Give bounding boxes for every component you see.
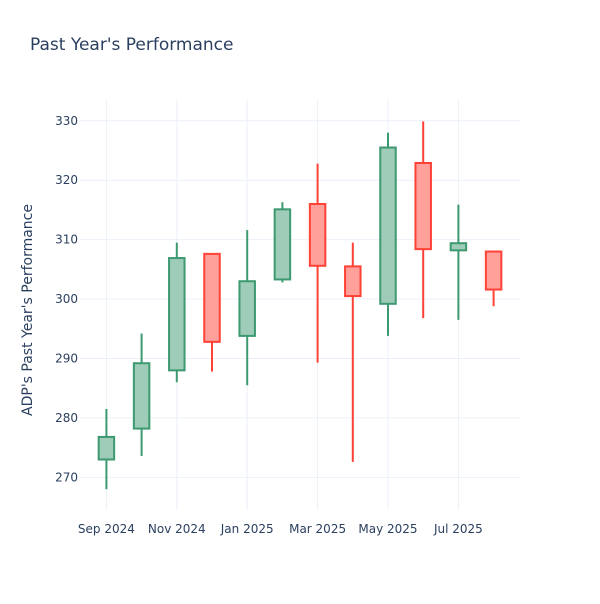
y-tick-labels: 270 280 290 300 310 320 330: [55, 114, 78, 485]
x-tick-labels: Sep 2024 Nov 2024 Jan 2025 Mar 2025 May 2025…: [78, 522, 483, 536]
candle-body: [97, 435, 116, 461]
x-tick-label: May 2025: [358, 522, 417, 536]
candle-mar-2025[interactable]: [308, 163, 327, 363]
candle-sep-2024[interactable]: [97, 408, 116, 490]
candle-body: [414, 161, 432, 251]
candle-body: [308, 202, 327, 267]
candle-aug-2025[interactable]: [484, 250, 503, 307]
candle-jul-2025[interactable]: [449, 204, 468, 320]
x-tick-label: Jul 2025: [433, 522, 483, 536]
candle-body: [273, 208, 292, 281]
x-tick-label: Nov 2024: [148, 522, 206, 536]
y-gridlines: [80, 120, 520, 478]
chart-title: Past Year's Performance: [30, 35, 234, 55]
y-tick-label: 310: [55, 233, 78, 247]
y-tick-label: 330: [55, 114, 78, 128]
y-tick-label: 280: [55, 411, 78, 425]
y-tick-label: 320: [55, 173, 78, 187]
candle-body: [238, 280, 256, 337]
candle-oct-2024[interactable]: [132, 333, 151, 456]
candle-nov-2024[interactable]: [168, 242, 186, 383]
candle-feb-2025[interactable]: [273, 202, 292, 283]
candles: [97, 121, 503, 490]
candle-body: [484, 250, 503, 291]
y-tick-label: 300: [55, 292, 78, 306]
y-tick-label: 270: [55, 470, 78, 484]
candle-body: [132, 362, 151, 430]
x-tick-label: Jan 2025: [220, 522, 274, 536]
y-axis-title: ADP's Past Year's Performance: [20, 204, 36, 416]
candle-body: [344, 265, 362, 298]
x-tick-label: Sep 2024: [78, 522, 135, 536]
candle-body: [379, 146, 397, 305]
candle-body: [203, 252, 221, 343]
candle-jan-2025[interactable]: [238, 230, 256, 386]
candle-dec-2024[interactable]: [203, 252, 221, 372]
candle-may-2025[interactable]: [379, 132, 397, 336]
candle-body: [168, 257, 186, 372]
candle-apr-2025[interactable]: [344, 242, 362, 462]
candle-jun-2025[interactable]: [414, 121, 432, 319]
y-tick-label: 290: [55, 351, 78, 365]
x-tick-label: Mar 2025: [289, 522, 346, 536]
candle-body: [449, 242, 468, 252]
